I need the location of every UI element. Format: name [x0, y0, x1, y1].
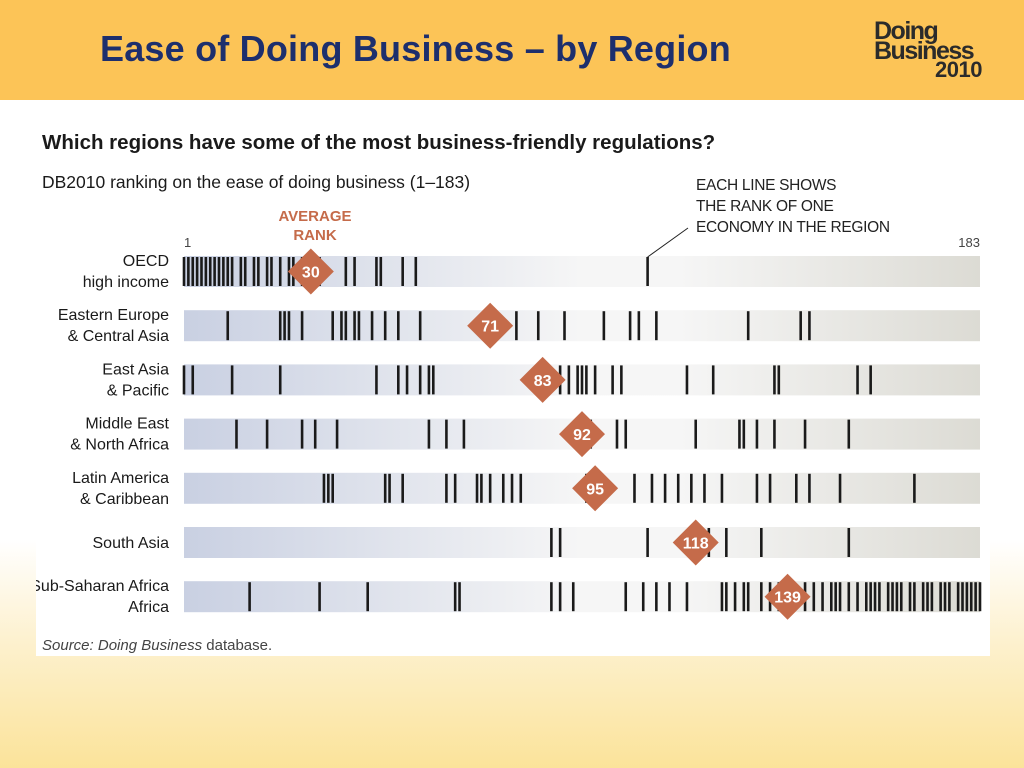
region-bar [184, 581, 980, 613]
region-label: & Pacific [107, 382, 169, 399]
average-rank-value: 139 [774, 590, 801, 607]
average-rank-diamond [572, 465, 619, 512]
region-label: Eastern Europe [58, 307, 169, 324]
logo-line-2: Business [874, 37, 975, 65]
region-bar [184, 310, 980, 342]
chart-subtitle: DB2010 ranking on the ease of doing busi… [42, 172, 470, 192]
region-label: OECD [123, 253, 169, 270]
annotation-line: THE RANK OF ONE [696, 198, 834, 215]
region-row: Eastern Europe & Central Asia 71 [58, 302, 980, 349]
logo-line-1: Doing [874, 17, 939, 45]
annotation-line: ECONOMY IN THE REGION [696, 219, 890, 236]
average-rank-diamond [672, 519, 719, 566]
average-rank-label: AVERAGE [278, 208, 351, 225]
slide-title: Ease of Doing Business – by Region [100, 28, 731, 69]
region-label: & North Africa [70, 437, 169, 454]
axis-max-label: 183 [958, 235, 980, 250]
region-row: Latin America & Caribbean 95 [72, 465, 980, 512]
region-row: South Asia 118 [93, 519, 980, 566]
strip-chart: Which regions have some of the most busi… [36, 131, 982, 654]
average-rank-diamond [287, 248, 334, 295]
region-label: Latin America [72, 470, 169, 487]
average-rank-value: 30 [302, 265, 320, 282]
annotation-leader-line [647, 227, 689, 258]
region-label: South Asia [93, 535, 170, 552]
header-band [0, 0, 1024, 100]
average-rank-value: 92 [573, 427, 591, 444]
region-label: high income [83, 274, 169, 291]
region-label: East Asia [102, 361, 169, 378]
logo-line-3: 2010 [935, 57, 982, 82]
region-row: Sub-Saharan Africa Africa 139 [36, 573, 982, 620]
average-rank-value: 95 [586, 481, 604, 498]
region-bar [184, 527, 980, 558]
average-rank-value: 83 [534, 373, 552, 390]
chart-title: Which regions have some of the most busi… [42, 131, 715, 154]
region-row: Middle East & North Africa 92 [70, 411, 980, 458]
average-rank-diamond [559, 411, 605, 458]
average-rank-diamond [519, 356, 566, 403]
region-label: Africa [128, 599, 169, 616]
source-note: Source: Doing Business database. [42, 637, 272, 654]
average-rank-value: 118 [683, 536, 709, 553]
axis-min-label: 1 [184, 235, 191, 250]
doing-business-logo: Doing Business 2010 [872, 18, 984, 82]
annotation-line: EACH LINE SHOWS [696, 177, 836, 194]
region-label: & Central Asia [68, 328, 169, 345]
chart-panel: Which regions have some of the most busi… [36, 110, 990, 656]
region-row: East Asia & Pacific 83 [102, 356, 980, 403]
average-rank-diamond [764, 573, 811, 620]
region-label: Middle East [85, 416, 169, 433]
average-rank-diamond [467, 302, 514, 349]
region-label: & Caribbean [80, 491, 169, 508]
region-row: OECD high income 30 [83, 248, 980, 295]
average-rank-value: 71 [481, 319, 499, 336]
average-rank-label: RANK [293, 227, 336, 244]
region-label: Sub-Saharan Africa [36, 578, 169, 595]
